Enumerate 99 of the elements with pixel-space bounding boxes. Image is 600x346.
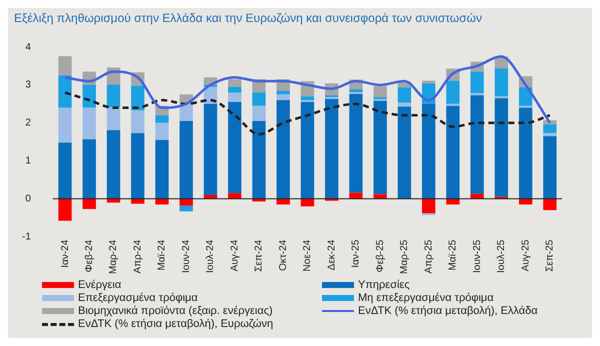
x-tick-label: Σεπ-24 (254, 239, 265, 272)
x-tick-label: Ιουν-25 (472, 239, 483, 274)
bar (58, 108, 72, 143)
bar (228, 193, 242, 199)
bar (252, 106, 266, 121)
bar (518, 108, 532, 199)
bar (228, 86, 242, 93)
y-tick-label: 0 (25, 194, 32, 205)
bar (422, 198, 436, 214)
bar (252, 92, 266, 106)
bar (518, 87, 532, 106)
legend-label: Υπηρεσίες (358, 279, 410, 291)
x-tick-label: Οκτ-24 (278, 239, 289, 271)
bar (543, 136, 557, 199)
bar (228, 102, 242, 194)
bar (300, 198, 314, 206)
bar (470, 194, 484, 199)
x-tick-label: Ιουν-24 (180, 239, 192, 274)
bar (300, 96, 314, 100)
bar (276, 90, 290, 94)
legend-label: ΕνΔΤΚ (% ετήσια μεταβολή), Ευρωζώνη (78, 318, 274, 330)
bar (155, 140, 169, 199)
bar (82, 139, 96, 199)
x-tick-label: Δεκ-24 (326, 239, 338, 270)
x-tick-label: Απρ-24 (132, 239, 144, 274)
bar (422, 80, 436, 84)
bar (58, 198, 72, 221)
bar (58, 142, 72, 199)
x-tick-label: Μαρ-24 (108, 239, 120, 274)
bar (446, 106, 460, 199)
bar (204, 195, 218, 199)
bar (494, 98, 508, 197)
x-tick-label: Αυγ-25 (520, 239, 532, 272)
bar (131, 110, 144, 134)
bar (398, 102, 412, 107)
bar (349, 94, 363, 193)
x-tick-label: Φεβ-24 (84, 239, 96, 272)
bar (470, 72, 484, 94)
x-tick-label: Φεβ-25 (374, 239, 386, 272)
bar (398, 106, 412, 199)
legend-label: ΕνΔΤΚ (% ετήσια μεταβολή), Ελλάδα (358, 305, 538, 317)
bar (446, 80, 460, 104)
y-tick-label: -1 (22, 231, 32, 242)
bar (300, 102, 314, 199)
bar (204, 104, 218, 196)
bar (325, 98, 338, 199)
bar (131, 133, 144, 199)
x-tick-label: Σεπ-25 (544, 239, 556, 272)
bar (494, 68, 508, 96)
bar (155, 115, 169, 123)
bar (374, 194, 387, 199)
chart-title: Εξέλιξη πληθωρισμού στην Ελλάδα και την Ευρωζώνη και συνεισφορά των συνιστωσών (13, 10, 483, 27)
bar (349, 89, 363, 92)
x-tick-label: Ιουλ-25 (496, 239, 508, 274)
bar (252, 121, 266, 199)
bar (228, 79, 242, 87)
bar (398, 87, 412, 103)
x-tick-label: Μαρ-25 (399, 239, 410, 274)
bar (276, 100, 290, 199)
bar (470, 95, 484, 194)
bar (349, 192, 363, 199)
bar (106, 130, 120, 199)
bar (374, 100, 387, 194)
bar (155, 122, 169, 140)
bar (106, 84, 120, 108)
x-tick-label: Μαϊ-24 (156, 239, 168, 271)
y-tick-label: 4 (25, 42, 32, 53)
line-series (64, 55, 552, 124)
legend-label: Επεξεργασμένα τρόφιμα (78, 292, 198, 304)
x-tick-label: Νοε-24 (302, 239, 314, 272)
y-tick-label: 2 (25, 118, 32, 129)
line-series (64, 91, 552, 136)
bar (180, 206, 193, 212)
bar (180, 104, 193, 121)
bar (228, 92, 242, 102)
bar (106, 107, 120, 130)
bar (82, 108, 96, 140)
bar (543, 198, 557, 210)
legend-label: Βιομηχανικά προϊόντα (εξαιρ. ενέργειας) (78, 305, 273, 317)
x-tick-label: Αυγ-24 (229, 239, 240, 272)
bar (543, 124, 557, 134)
bar (276, 94, 290, 100)
x-tick-label: Απρ-25 (423, 239, 434, 274)
bar (422, 104, 436, 199)
bar (180, 121, 193, 199)
bar (82, 84, 96, 108)
legend-label: Ενέργεια (78, 279, 122, 291)
bar (58, 56, 72, 76)
y-tick-label: 1 (25, 156, 32, 167)
x-tick-label: Ιαν-24 (60, 239, 71, 268)
legend-label: Μη επεξεργασμένα τρόφιμα (358, 292, 494, 304)
x-tick-label: Μαϊ-25 (448, 239, 459, 271)
bar (82, 198, 96, 210)
x-tick-label: Ιαν-25 (350, 239, 362, 268)
bar (374, 86, 387, 98)
y-tick-label: 3 (25, 80, 32, 91)
x-tick-label: Ιουλ-24 (205, 239, 216, 274)
bar (543, 133, 557, 136)
bar (131, 86, 144, 110)
